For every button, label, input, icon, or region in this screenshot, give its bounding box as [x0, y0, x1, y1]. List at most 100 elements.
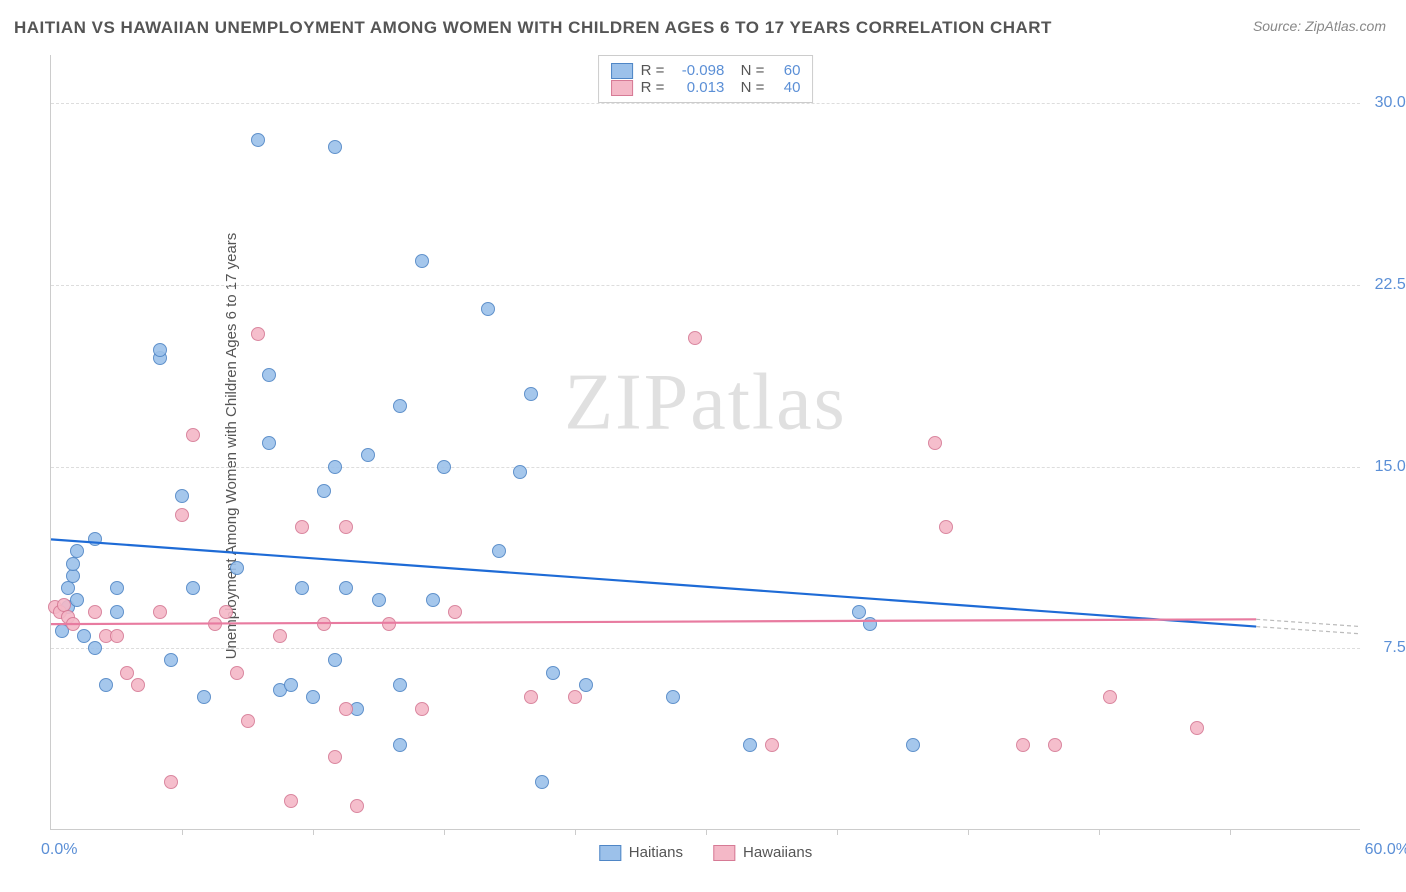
- scatter-point: [110, 629, 124, 643]
- scatter-point: [197, 690, 211, 704]
- scatter-point: [513, 465, 527, 479]
- scatter-point: [1016, 738, 1030, 752]
- scatter-point: [317, 617, 331, 631]
- scatter-point: [524, 387, 538, 401]
- scatter-point: [350, 799, 364, 813]
- scatter-point: [153, 605, 167, 619]
- gridline: [51, 285, 1360, 286]
- scatter-point: [251, 133, 265, 147]
- stats-legend-row: R = -0.098 N = 60: [611, 62, 801, 79]
- scatter-point: [393, 738, 407, 752]
- scatter-point: [339, 581, 353, 595]
- legend-swatch: [713, 845, 735, 861]
- scatter-point: [906, 738, 920, 752]
- x-tick: [837, 829, 838, 835]
- trend-line-ext: [1256, 627, 1360, 634]
- scatter-point: [70, 544, 84, 558]
- scatter-point: [852, 605, 866, 619]
- scatter-point: [448, 605, 462, 619]
- scatter-point: [688, 331, 702, 345]
- scatter-point: [426, 593, 440, 607]
- scatter-point: [164, 653, 178, 667]
- scatter-point: [743, 738, 757, 752]
- scatter-point: [492, 544, 506, 558]
- scatter-point: [164, 775, 178, 789]
- scatter-point: [295, 581, 309, 595]
- scatter-point: [110, 605, 124, 619]
- r-label: R =: [641, 62, 665, 79]
- scatter-point: [230, 561, 244, 575]
- scatter-point: [251, 327, 265, 341]
- scatter-point: [284, 794, 298, 808]
- scatter-point: [284, 678, 298, 692]
- scatter-point: [666, 690, 680, 704]
- x-min-label: 0.0%: [41, 841, 77, 859]
- scatter-point: [328, 140, 342, 154]
- legend-item: Haitians: [599, 844, 683, 861]
- scatter-point: [939, 520, 953, 534]
- scatter-point: [120, 666, 134, 680]
- stats-legend-row: R =0.013 N =40: [611, 79, 801, 96]
- plot-area: 7.5%15.0%22.5%30.0%0.0%60.0%ZIPatlasR =-…: [50, 55, 1360, 830]
- scatter-point: [66, 569, 80, 583]
- x-tick: [968, 829, 969, 835]
- scatter-point: [765, 738, 779, 752]
- scatter-point: [1103, 690, 1117, 704]
- r-label: R =: [641, 79, 665, 96]
- scatter-point: [153, 343, 167, 357]
- x-tick: [1230, 829, 1231, 835]
- x-tick: [1099, 829, 1100, 835]
- trend-line-ext: [1256, 619, 1360, 626]
- scatter-point: [361, 448, 375, 462]
- scatter-point: [273, 629, 287, 643]
- scatter-point: [306, 690, 320, 704]
- n-label: N =: [732, 62, 764, 79]
- series-legend: Haitians Hawaiians: [599, 844, 812, 861]
- scatter-point: [262, 436, 276, 450]
- scatter-point: [393, 678, 407, 692]
- n-value: 60: [772, 62, 800, 79]
- scatter-point: [66, 557, 80, 571]
- scatter-point: [186, 428, 200, 442]
- scatter-point: [372, 593, 386, 607]
- scatter-point: [339, 520, 353, 534]
- scatter-point: [1048, 738, 1062, 752]
- legend-swatch: [599, 845, 621, 861]
- scatter-point: [481, 302, 495, 316]
- y-tick-label: 22.5%: [1375, 276, 1406, 294]
- r-value: 0.013: [672, 79, 724, 96]
- scatter-point: [88, 641, 102, 655]
- x-tick: [444, 829, 445, 835]
- x-max-label: 60.0%: [1365, 841, 1406, 859]
- scatter-point: [175, 508, 189, 522]
- y-tick-label: 30.0%: [1375, 94, 1406, 112]
- scatter-point: [110, 581, 124, 595]
- scatter-point: [88, 605, 102, 619]
- trend-line: [51, 619, 1256, 624]
- legend-swatch: [611, 80, 633, 96]
- scatter-point: [339, 702, 353, 716]
- scatter-point: [219, 605, 233, 619]
- x-tick: [575, 829, 576, 835]
- scatter-point: [262, 368, 276, 382]
- scatter-point: [328, 653, 342, 667]
- n-value: 40: [772, 79, 800, 96]
- gridline: [51, 648, 1360, 649]
- gridline: [51, 467, 1360, 468]
- scatter-point: [863, 617, 877, 631]
- scatter-point: [175, 489, 189, 503]
- scatter-point: [70, 593, 84, 607]
- legend-label: Hawaiians: [743, 844, 812, 861]
- scatter-point: [579, 678, 593, 692]
- y-tick-label: 7.5%: [1384, 639, 1406, 657]
- scatter-point: [1190, 721, 1204, 735]
- legend-label: Haitians: [629, 844, 683, 861]
- legend-item: Hawaiians: [713, 844, 812, 861]
- x-tick: [182, 829, 183, 835]
- scatter-point: [568, 690, 582, 704]
- scatter-point: [415, 702, 429, 716]
- scatter-point: [317, 484, 331, 498]
- scatter-point: [546, 666, 560, 680]
- source-label: Source: ZipAtlas.com: [1253, 18, 1386, 34]
- r-value: -0.098: [672, 62, 724, 79]
